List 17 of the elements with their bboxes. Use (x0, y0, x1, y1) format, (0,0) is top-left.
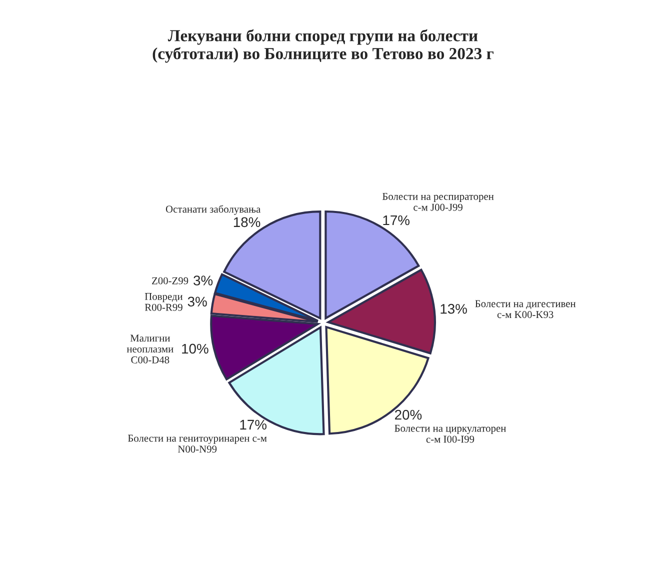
slice-label: Болести на циркулаторен с-м I00-I99 (394, 424, 506, 443)
data-label: 3% (194, 276, 213, 286)
data-label: 17% (240, 420, 266, 430)
slice-label: Малигни неоплазми C00-D48 (126, 334, 174, 364)
slice-label: Болести на респираторен с-м J00-J99 (382, 193, 494, 211)
data-label: 10% (182, 344, 208, 354)
chart-title: Лекувани болни според групи на болести (субтотали) во Болниците во Тетово во 2023 г (152, 29, 494, 63)
slice-label: Останати заболувања (166, 205, 261, 215)
data-label: 18% (234, 217, 260, 228)
data-label: 20% (395, 410, 422, 420)
slice-label: Z00-Z99 (152, 277, 188, 284)
data-label: 13% (440, 304, 467, 314)
slice-label: Повреди R00-R99 (144, 293, 183, 311)
slice-label: Болести на дигестивен с-м K00-K93 (475, 300, 576, 318)
data-label: 3% (188, 296, 207, 307)
slice-label: Болести на генитоуринарен с-м N00-N99 (128, 434, 267, 453)
data-label: 17% (383, 215, 410, 226)
